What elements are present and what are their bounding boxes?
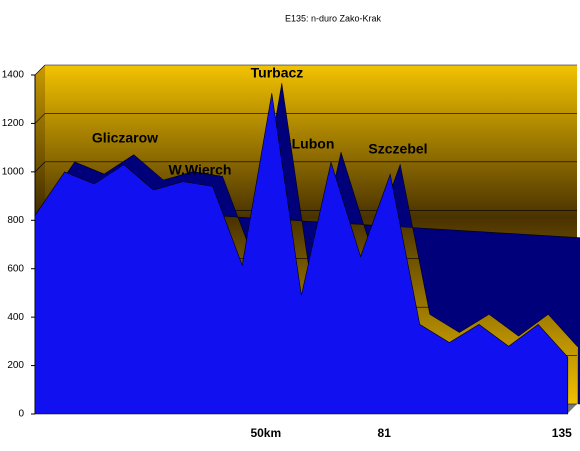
y-tick-label: 600 (7, 263, 24, 274)
grid-line (34, 113, 46, 124)
y-tick-label: 1400 (2, 70, 25, 81)
x-tick-label: 50km (250, 426, 281, 440)
annotation: Gliczarow (92, 130, 158, 146)
annotation: Szczebel (368, 141, 427, 157)
y-tick-label: 1000 (2, 166, 25, 177)
x-tick-label: 135 (552, 426, 572, 440)
y-tick-label: 400 (7, 312, 24, 323)
annotation: W.Wierch (169, 162, 232, 178)
y-tick-label: 1200 (2, 118, 25, 129)
grid-line (34, 64, 46, 76)
y-tick-label: 800 (7, 215, 24, 226)
y-tick-label: 0 (18, 409, 24, 420)
annotation: Turbacz (251, 65, 304, 81)
area (34, 93, 569, 415)
annotation: Lubon (292, 136, 335, 152)
chart-title: E135: n-duro Zako-Krak (285, 13, 382, 23)
x-tick-label: 81 (378, 426, 392, 440)
y-tick-label: 200 (7, 360, 24, 371)
grid-line (34, 161, 46, 173)
